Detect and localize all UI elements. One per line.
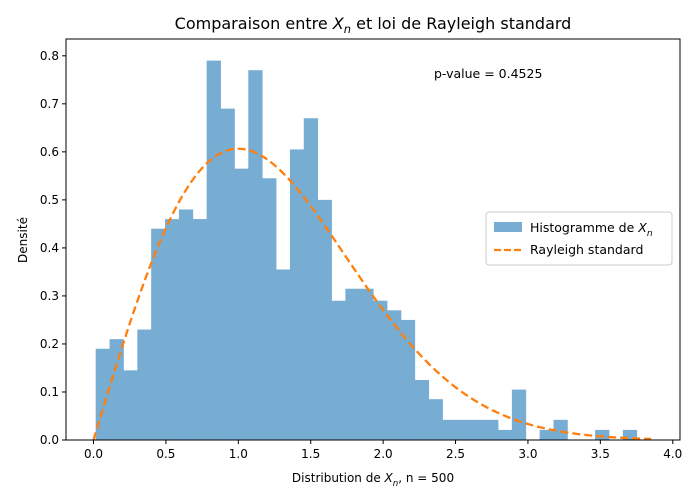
legend-curve-label: Rayleigh standard [530,242,643,257]
y-tick-label: 0.5 [40,193,59,207]
histogram-bar [262,178,277,440]
histogram-bar [248,70,263,440]
title-var: X [332,14,345,33]
title-prefix: Comparaison entre [175,14,333,33]
p-value-annotation: p-value = 0.4525 [434,66,542,81]
histogram-bar [317,199,332,440]
histogram-bar [151,228,166,440]
x-tick-label: 1.5 [301,447,320,461]
x-tick-label: 2.0 [374,447,393,461]
histogram-bar [165,219,180,440]
x-tick-label: 4.0 [663,447,682,461]
y-axis-label: Densité [16,217,30,263]
histogram-bar [109,339,124,440]
histogram-bar [220,108,235,440]
histogram-bar [428,399,443,440]
legend-hist-var: X [637,220,647,235]
y-tick-label: 0.6 [40,145,59,159]
chart-title: Comparaison entre Xn et loi de Rayleigh … [175,14,572,36]
histogram-bar [192,219,208,440]
legend-box [485,211,673,266]
y-tick-label: 0.2 [40,337,59,351]
legend-hist-label: Histogramme de Xn [530,220,653,239]
y-tick-label: 0.0 [40,433,59,447]
histogram-bars [95,60,638,441]
histogram-bar [178,209,194,440]
histogram-bar [303,118,319,441]
xlabel-prefix: Distribution de [292,471,385,485]
y-tick-label: 0.3 [40,289,59,303]
histogram-bar [539,429,554,440]
histogram-bar [289,149,305,440]
title-suffix: et loi de Rayleigh standard [351,14,571,33]
x-tick-label: 1.0 [229,447,248,461]
histogram-bar [331,300,346,440]
y-tick-label: 0.7 [40,97,59,111]
histogram-bar [414,379,430,440]
xlabel-suffix: , n = 500 [398,471,454,485]
xlabel-sub: n [393,479,398,489]
rayleigh-curve [92,147,652,441]
y-ticks: 0.0 0.1 0.2 0.3 0.4 0.5 0.6 0.7 0.8 [40,49,66,447]
legend-hist-sub: n [647,229,653,239]
histogram-bar [470,419,485,440]
legend-hist-swatch [494,222,522,232]
x-axis-label: Distribution de Xn, n = 500 [292,471,454,489]
histogram-bar [137,329,152,440]
x-tick-label: 2.5 [446,447,465,461]
x-tick-label: 3.5 [591,447,610,461]
histogram-bar [95,348,110,440]
histogram-bar [553,419,568,440]
histogram-bar [276,269,291,440]
histogram-bar [456,419,471,440]
histogram-bar [498,429,513,440]
x-tick-label: 0.5 [156,447,175,461]
histogram-bar [511,389,527,440]
histogram-bar [345,288,360,440]
y-tick-label: 0.8 [40,49,59,63]
histogram-bar [359,288,374,440]
histogram-bar [442,419,457,440]
xlabel-var: X [384,471,394,485]
y-tick-label: 0.4 [40,241,59,255]
x-tick-label: 3.0 [518,447,537,461]
histogram-bar [400,319,416,440]
axes [65,38,681,441]
histogram-bar [595,429,610,440]
y-tick-label: 0.1 [40,385,59,399]
x-ticks: 0.0 0.5 1.0 1.5 2.0 2.5 3.0 3.5 4.0 [84,440,682,461]
histogram-bar [387,310,402,440]
title-sub: n [344,22,351,36]
histogram-bar [484,419,499,440]
legend-hist-prefix: Histogramme de [530,220,638,235]
histogram-bar [123,370,138,440]
axes-frame [65,38,681,441]
histogram-bar [206,60,221,441]
histogram-bar [622,429,638,440]
x-tick-label: 0.0 [84,447,103,461]
histogram-bar [234,168,249,440]
legend: Histogramme de Xn Rayleigh standard [485,211,673,266]
histogram-bar [373,300,388,440]
